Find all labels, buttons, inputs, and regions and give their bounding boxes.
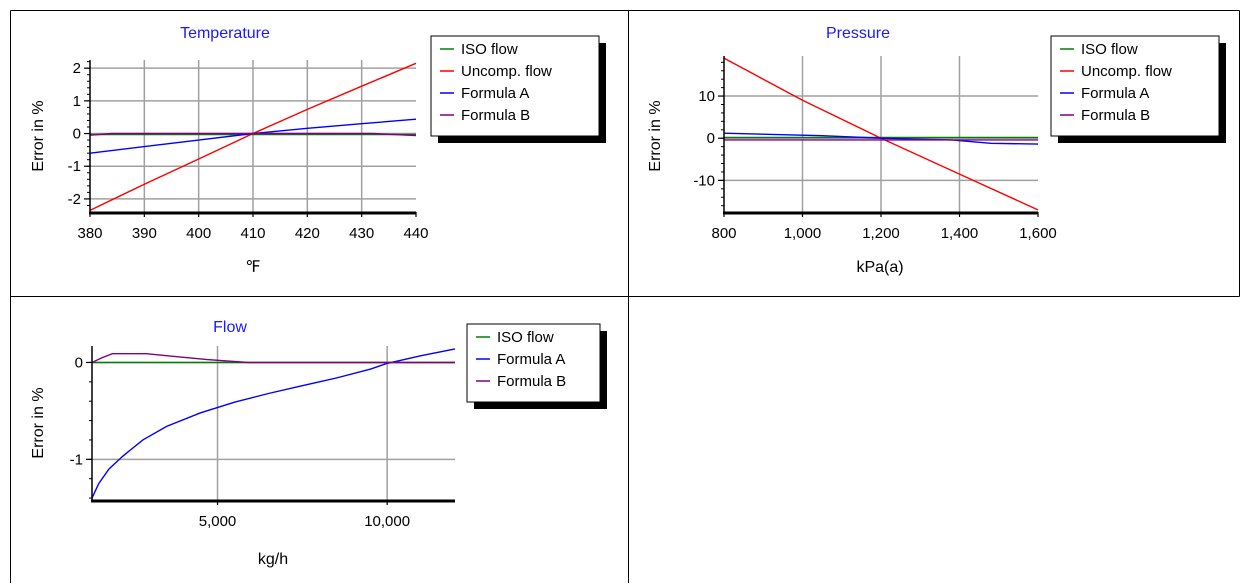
x-tick-label: 380 [77,225,102,242]
legend-label-formula-a: Formula A [1081,85,1149,102]
series-line-formula-a [91,348,456,499]
y-tick-label: 0 [73,126,81,143]
chart-svg: Temperature 2 1 0 -1 -2 380 390 400 410 420 430 440 ℉… [30,25,606,276]
y-tick-label: 0 [707,130,715,147]
y-tick-label: 0 [75,354,83,371]
chart-title: Pressure [826,25,890,42]
temperature-chart-panel: Temperature 2 1 0 -1 -2 380 390 400 410 420 430 440 ℉… [12,12,612,292]
x-tick-label: 800 [711,225,736,242]
chart-title: Temperature [180,25,270,42]
chart-svg: Pressure 10 0 -10 800 1,000 1,200 1,400 1,600 kPa… [647,25,1226,276]
x-tick-label: 400 [186,225,211,242]
x-tick-label: 410 [240,225,265,242]
legend-label-formula-a: Formula A [461,85,529,102]
series-line-formula-a [723,132,1039,145]
x-tick-label: 430 [349,225,374,242]
legend-label-formula-b: Formula B [461,107,530,124]
legend-box [430,35,600,137]
series-line-formula-b [89,132,417,137]
y-axis-label: Error in % [30,100,47,171]
chart-title: Flow [213,319,247,336]
x-tick-label: 390 [132,225,157,242]
pressure-chart-panel: Pressure 10 0 -10 800 1,000 1,200 1,400 1,600 kPa… [630,12,1230,292]
legend-box [1050,35,1220,137]
legend-label-iso-flow: ISO flow [497,329,554,346]
x-tick-label: 1,200 [862,225,900,242]
legend-label-uncomp-flow: Uncomp. flow [1081,63,1172,80]
legend-label-iso-flow: ISO flow [1081,41,1138,58]
x-tick-label: 1,400 [941,225,979,242]
x-tick-label: 1,600 [1019,225,1057,242]
legend-label-formula-a: Formula A [497,351,565,368]
y-tick-label: -1 [70,451,83,468]
legend-label-formula-b: Formula B [497,373,566,390]
x-tick-label: 440 [403,225,428,242]
legend-label-uncomp-flow: Uncomp. flow [461,63,552,80]
x-axis-label: kg/h [258,551,288,568]
y-tick-label: -1 [68,158,81,175]
x-tick-label: 1,000 [784,225,822,242]
series-line-formula-b [91,353,455,364]
x-axis-label: kPa(a) [856,259,903,276]
x-tick-label: 5,000 [199,513,237,530]
x-axis-label: ℉ [245,259,260,276]
y-axis-label: Error in % [30,387,47,458]
y-tick-label: -2 [68,191,81,208]
plot-area [92,346,455,500]
flow-chart-panel: Flow 0 -1 5,000 10,000 kg/h Error in % ISO flow… [12,298,612,580]
y-tick-label: -10 [693,172,715,189]
chart-svg: Flow 0 -1 5,000 10,000 kg/h Error in % ISO flow… [30,319,607,568]
legend-label-formula-b: Formula B [1081,107,1150,124]
y-tick-label: 1 [73,93,81,110]
y-tick-label: 2 [73,60,81,77]
x-tick-label: 420 [295,225,320,242]
x-tick-label: 10,000 [364,513,410,530]
legend-label-iso-flow: ISO flow [461,41,518,58]
y-tick-label: 10 [698,88,715,105]
y-axis-label: Error in % [647,100,664,171]
